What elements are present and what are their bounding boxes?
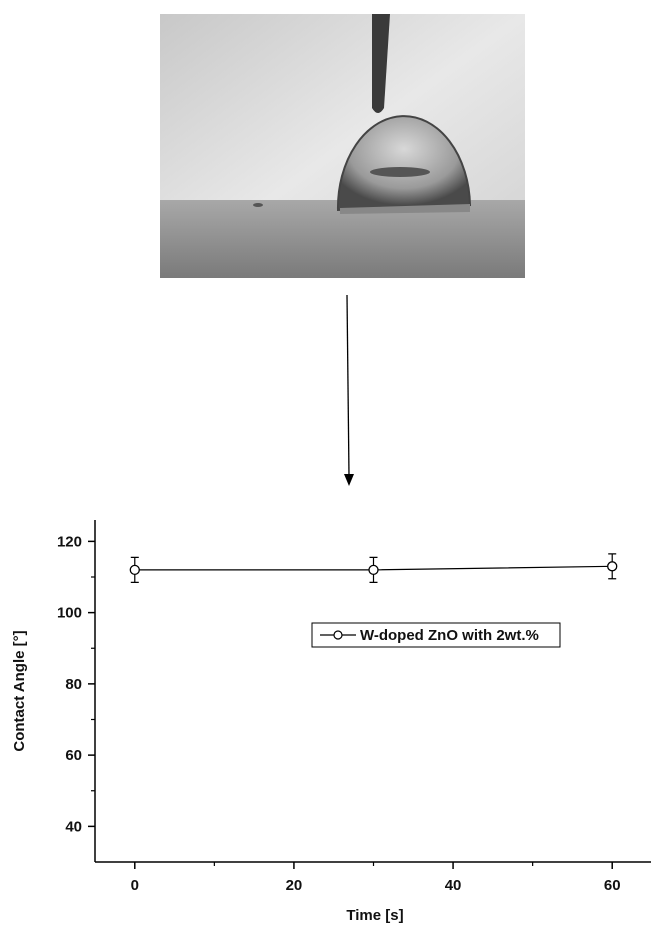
data-point [608, 562, 617, 571]
x-tick-label: 60 [604, 877, 621, 894]
droplet-photo [160, 14, 525, 278]
y-tick-label: 60 [65, 747, 82, 764]
x-axis-title: Time [s] [346, 907, 403, 924]
x-tick-label: 40 [445, 877, 462, 894]
x-tick-label: 0 [131, 877, 139, 894]
legend-marker [334, 631, 342, 639]
arrow [344, 295, 354, 486]
page: {"chart_data": {"type": "line", "x_label… [0, 0, 652, 930]
chart: Contact Angle [°] Time [s] 0 20 40 60 40 60 80… [0, 0, 652, 930]
y-axis-title: Contact Angle [°] [11, 630, 28, 751]
y-tick-label: 80 [65, 676, 82, 693]
x-tick-label: 20 [286, 877, 303, 894]
y-tick-label: 40 [65, 818, 82, 835]
data-point [130, 565, 139, 574]
y-tick-label: 120 [57, 533, 82, 550]
y-tick-label: 100 [57, 605, 82, 622]
data-point [369, 565, 378, 574]
legend: W-doped ZnO with 2wt.% [312, 623, 560, 647]
legend-label: W-doped ZnO with 2wt.% [360, 627, 539, 644]
